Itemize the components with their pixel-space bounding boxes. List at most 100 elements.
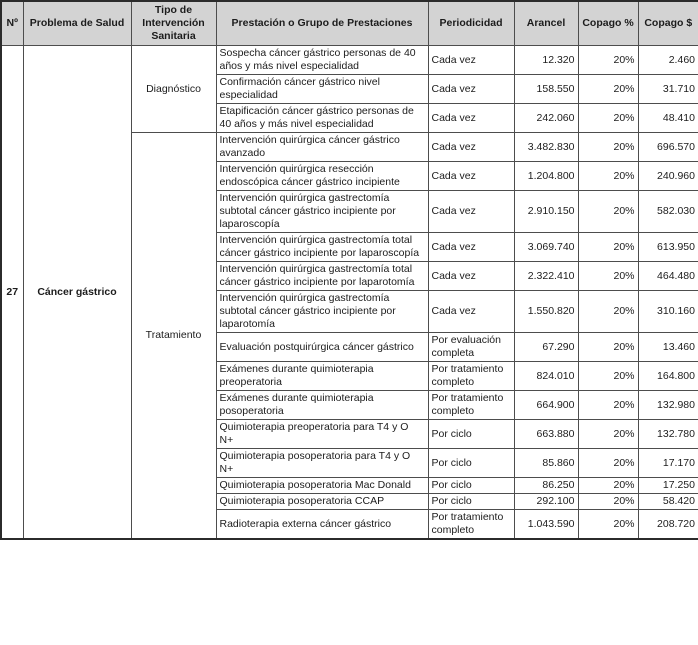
prestacion-cell: Intervención quirúrgica resección endosc… [215, 161, 429, 191]
copago-pct-cell: 20% [577, 509, 639, 540]
col-header-numero: Nº [0, 0, 24, 46]
table-row: Exámenes durante quimioterapia posoperat… [1, 390, 698, 420]
prestacion-cell: Exámenes durante quimioterapia preoperat… [215, 361, 429, 391]
copago-monto-cell: 464.480 [637, 261, 698, 291]
arancel-cell: 824.010 [513, 361, 579, 391]
prestacion-cell: Confirmación cáncer gástrico nivel espec… [215, 74, 429, 104]
prestacion-cell: Evaluación postquirúrgica cáncer gástric… [215, 332, 429, 362]
arancel-cell: 1.043.590 [513, 509, 579, 540]
arancel-cell: 86.250 [513, 477, 579, 494]
copago-monto-cell: 240.960 [637, 161, 698, 191]
copago-pct-cell: 20% [577, 390, 639, 420]
numero-cell: 27 [0, 45, 24, 540]
prestacion-cell: Intervención quirúrgica gastrectomía sub… [215, 290, 429, 333]
prestacion-cell: Exámenes durante quimioterapia posoperat… [215, 390, 429, 420]
periodicidad-cell: Por ciclo [427, 419, 515, 449]
table-row: Intervención quirúrgica gastrectomía tot… [1, 261, 698, 291]
table-row: Tratamiento Intervención quirúrgica cánc… [1, 132, 698, 540]
table-row: Confirmación cáncer gástrico nivel espec… [1, 74, 698, 104]
copago-pct-cell: 20% [577, 132, 639, 162]
arancel-cell: 3.069.740 [513, 232, 579, 262]
copago-pct-cell: 20% [577, 332, 639, 362]
table-row: Quimioterapia preoperatoria para T4 y O … [1, 419, 698, 449]
arancel-cell: 67.290 [513, 332, 579, 362]
copago-pct-cell: 20% [577, 261, 639, 291]
copago-pct-cell: 20% [577, 74, 639, 104]
copago-pct-cell: 20% [577, 103, 639, 133]
periodicidad-cell: Por tratamiento completo [427, 390, 515, 420]
copago-monto-cell: 17.170 [637, 448, 698, 478]
periodicidad-cell: Cada vez [427, 161, 515, 191]
prestacion-cell: Quimioterapia preoperatoria para T4 y O … [215, 419, 429, 449]
periodicidad-cell: Por tratamiento completo [427, 509, 515, 540]
copago-monto-cell: 17.250 [637, 477, 698, 494]
arancel-cell: 85.860 [513, 448, 579, 478]
prestacion-cell: Quimioterapia posoperatoria CCAP [215, 493, 429, 510]
copago-monto-cell: 132.780 [637, 419, 698, 449]
copago-pct-cell: 20% [577, 448, 639, 478]
copago-pct-cell: 20% [577, 361, 639, 391]
periodicidad-cell: Cada vez [427, 290, 515, 333]
arancel-cell: 2.322.410 [513, 261, 579, 291]
prestacion-cell: Intervención quirúrgica gastrectomía sub… [215, 190, 429, 233]
table-row: Intervención quirúrgica resección endosc… [1, 161, 698, 191]
periodicidad-cell: Por ciclo [427, 493, 515, 510]
table-row: Evaluación postquirúrgica cáncer gástric… [1, 332, 698, 362]
periodicidad-cell: Cada vez [427, 45, 515, 75]
periodicidad-cell: Cada vez [427, 103, 515, 133]
arancel-cell: 664.900 [513, 390, 579, 420]
arancel-cell: 663.880 [513, 419, 579, 449]
prestacion-cell: Sospecha cáncer gástrico personas de 40 … [215, 45, 429, 75]
col-header-copago-pct: Copago % [577, 0, 639, 46]
periodicidad-cell: Cada vez [427, 190, 515, 233]
copago-monto-cell: 582.030 [637, 190, 698, 233]
arancel-cell: 292.100 [513, 493, 579, 510]
arancel-cell: 2.910.150 [513, 190, 579, 233]
col-header-problema-salud: Problema de Salud [22, 0, 132, 46]
copago-monto-cell: 58.420 [637, 493, 698, 510]
copago-monto-cell: 31.710 [637, 74, 698, 104]
prestacion-cell: Quimioterapia posoperatoria Mac Donald [215, 477, 429, 494]
col-header-copago-monto: Copago $ [637, 0, 698, 46]
copago-monto-cell: 613.950 [637, 232, 698, 262]
ges-arancel-table: Nº Problema de Salud Tipo de Intervenció… [0, 0, 698, 540]
periodicidad-cell: Cada vez [427, 74, 515, 104]
problema-salud-cell: Cáncer gástrico [22, 45, 132, 540]
copago-monto-cell: 696.570 [637, 132, 698, 162]
prestacion-cell: Intervención quirúrgica gastrectomía tot… [215, 261, 429, 291]
copago-pct-cell: 20% [577, 290, 639, 333]
copago-monto-cell: 208.720 [637, 509, 698, 540]
table-row: Quimioterapia posoperatoria CCAP Por cic… [1, 493, 698, 510]
arancel-cell: 242.060 [513, 103, 579, 133]
periodicidad-cell: Por ciclo [427, 448, 515, 478]
col-header-tipo-intervencion: Tipo de Intervención Sanitaria [130, 0, 217, 46]
table-row: Exámenes durante quimioterapia preoperat… [1, 361, 698, 391]
col-header-arancel: Arancel [513, 0, 579, 46]
prestacion-cell: Intervención quirúrgica cáncer gástrico … [215, 132, 429, 162]
copago-monto-cell: 2.460 [637, 45, 698, 75]
copago-monto-cell: 164.800 [637, 361, 698, 391]
table-row: Intervención quirúrgica gastrectomía sub… [1, 190, 698, 233]
table-row: 27 Cáncer gástrico Diagnóstico Sospecha … [0, 45, 698, 540]
copago-monto-cell: 48.410 [637, 103, 698, 133]
col-header-periodicidad: Periodicidad [427, 0, 515, 46]
header-row: Nº Problema de Salud Tipo de Intervenció… [0, 0, 698, 46]
copago-pct-cell: 20% [577, 477, 639, 494]
arancel-cell: 1.550.820 [513, 290, 579, 333]
periodicidad-cell: Por evaluación completa [427, 332, 515, 362]
arancel-cell: 12.320 [513, 45, 579, 75]
copago-monto-cell: 13.460 [637, 332, 698, 362]
col-header-prestacion: Prestación o Grupo de Prestaciones [215, 0, 429, 46]
periodicidad-cell: Por ciclo [427, 477, 515, 494]
prestacion-cell: Quimioterapia posoperatoria para T4 y O … [215, 448, 429, 478]
copago-pct-cell: 20% [577, 161, 639, 191]
table-row: Etapificación cáncer gástrico personas d… [1, 103, 698, 133]
periodicidad-cell: Cada vez [427, 132, 515, 162]
arancel-cell: 158.550 [513, 74, 579, 104]
periodicidad-cell: Cada vez [427, 232, 515, 262]
copago-monto-cell: 132.980 [637, 390, 698, 420]
copago-pct-cell: 20% [577, 45, 639, 75]
copago-monto-cell: 310.160 [637, 290, 698, 333]
copago-pct-cell: 20% [577, 419, 639, 449]
prestacion-cell: Intervención quirúrgica gastrectomía tot… [215, 232, 429, 262]
